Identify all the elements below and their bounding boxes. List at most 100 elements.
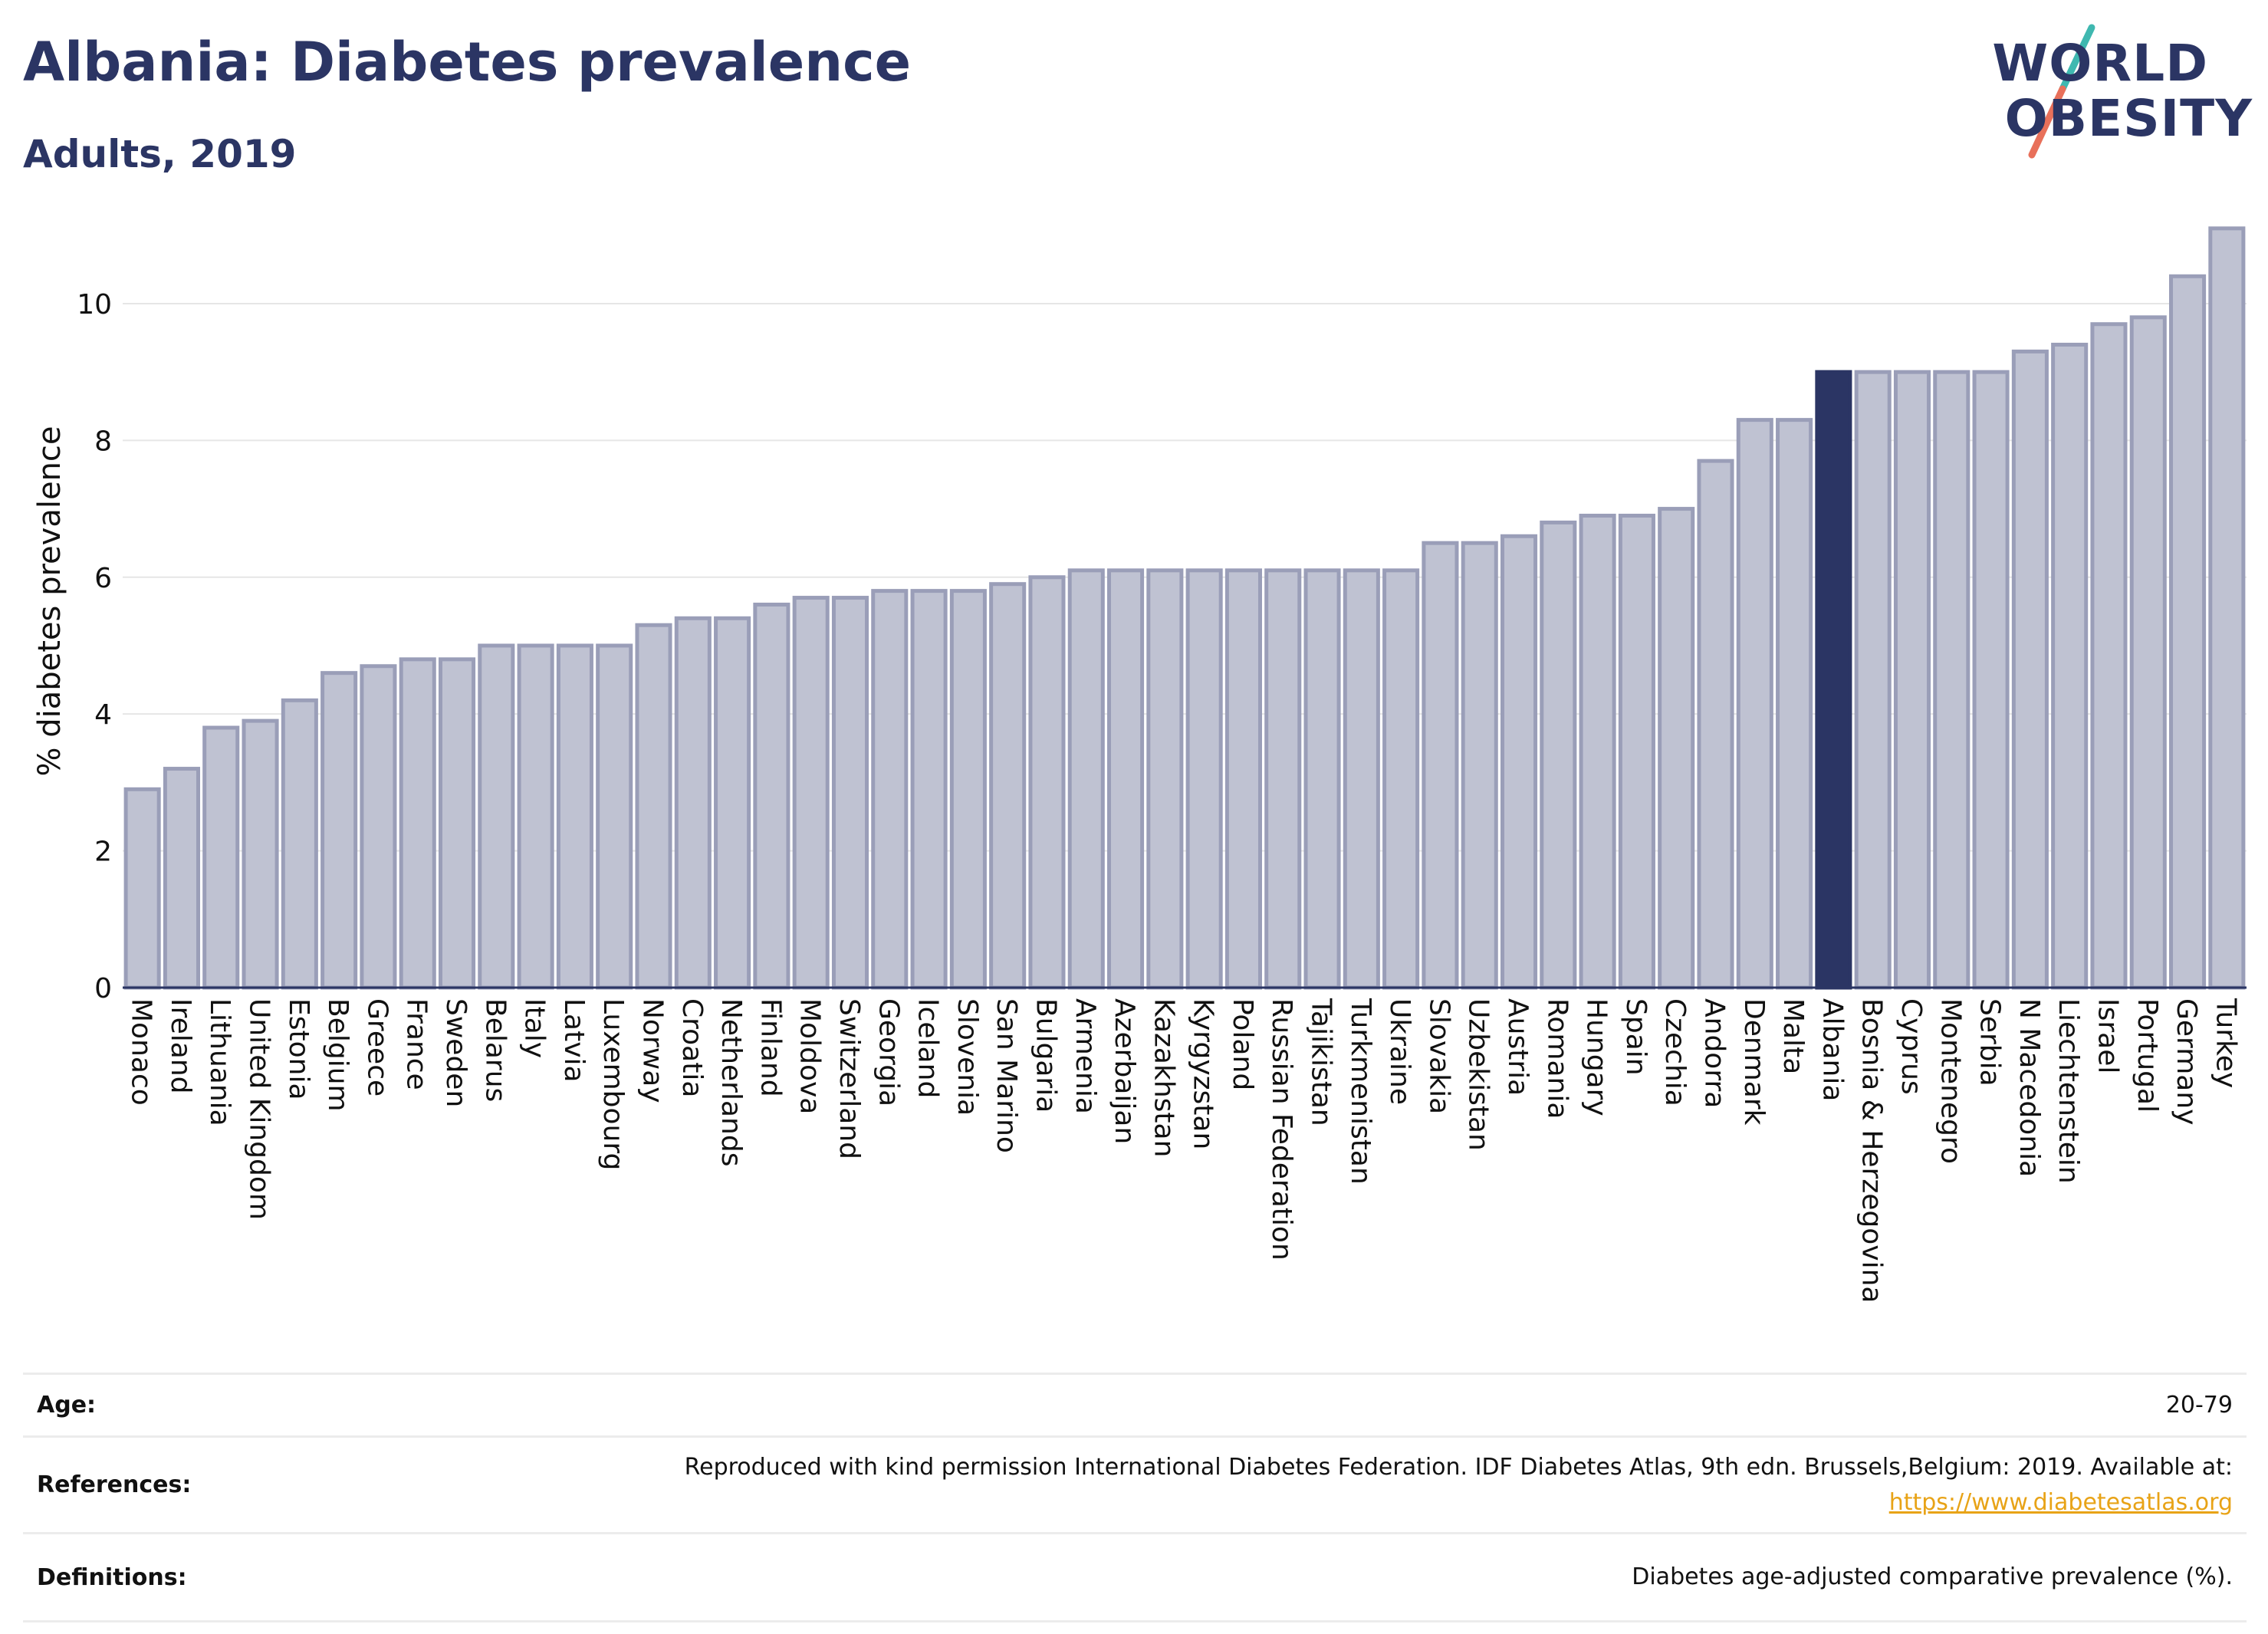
x-tick-label: Serbia	[1974, 998, 2006, 1087]
x-tick-label: Denmark	[1738, 998, 1770, 1126]
x-tick-label: Albania	[1816, 998, 1848, 1101]
x-tick-label: San Marino	[991, 998, 1022, 1153]
x-tick-label: Liechtenstein	[2053, 998, 2084, 1184]
bar-portugal[interactable]	[2129, 315, 2167, 990]
x-tick-label: Bosnia & Herzegovina	[1856, 998, 1888, 1303]
x-tick-label: Cyprus	[1895, 998, 1927, 1095]
x-tick-label: Montenegro	[1934, 998, 1966, 1164]
logo-text-line2: OBESITY	[2004, 89, 2253, 148]
bar-norway[interactable]	[635, 623, 672, 990]
bar-austria[interactable]	[1500, 534, 1538, 990]
x-tick-label: Romania	[1541, 998, 1573, 1119]
bar-kyrgyzstan[interactable]	[1185, 568, 1223, 990]
bar-uzbekistan[interactable]	[1461, 541, 1498, 990]
bar-estonia[interactable]	[281, 698, 318, 990]
x-tick-label: Andorra	[1699, 998, 1731, 1108]
bar-montenegro[interactable]	[1933, 370, 1971, 990]
bar-netherlands[interactable]	[714, 616, 751, 990]
bar-switzerland[interactable]	[831, 596, 869, 990]
bar-hungary[interactable]	[1579, 513, 1616, 990]
bar-italy[interactable]	[517, 643, 554, 990]
y-tick-label: 10	[77, 289, 112, 321]
bar-spain[interactable]	[1618, 513, 1655, 990]
bar-israel[interactable]	[2090, 322, 2128, 990]
x-tick-label: Ukraine	[1384, 998, 1415, 1105]
bar-greece[interactable]	[360, 664, 397, 990]
bar-ukraine[interactable]	[1382, 568, 1420, 990]
bar-croatia[interactable]	[674, 616, 712, 990]
definitions-label: Definitions:	[37, 1563, 187, 1591]
chart-title: Albania: Diabetes prevalence	[23, 31, 912, 94]
bar-denmark[interactable]	[1736, 418, 1773, 990]
x-tick-label: United Kingdom	[244, 998, 275, 1220]
y-tick-label: 0	[94, 973, 112, 1004]
bar-malta[interactable]	[1776, 418, 1813, 990]
x-tick-label: N Macedonia	[2013, 998, 2045, 1177]
x-tick-label: Estonia	[283, 998, 314, 1100]
bar-monaco[interactable]	[123, 787, 161, 990]
bar-germany[interactable]	[2169, 274, 2207, 990]
bar-liechtenstein[interactable]	[2051, 342, 2089, 990]
bar-turkey[interactable]	[2208, 226, 2246, 990]
meta-row-references: References: Reproduced with kind permiss…	[23, 1435, 2247, 1532]
bar-sweden[interactable]	[438, 657, 476, 990]
bar-albania[interactable]	[1815, 370, 1852, 990]
bar-andorra[interactable]	[1697, 459, 1734, 990]
x-tick-label: Kazakhstan	[1148, 998, 1179, 1157]
meta-row-age: Age: 20-79	[23, 1373, 2247, 1435]
bar-russian-federation[interactable]	[1264, 568, 1302, 990]
x-tick-label: Turkmenistan	[1345, 998, 1376, 1185]
x-tick-label: Austria	[1502, 998, 1533, 1096]
logo-slash-icon	[2028, 24, 2095, 159]
bar-moldova[interactable]	[792, 596, 830, 990]
bar-turkmenistan[interactable]	[1343, 568, 1380, 990]
bar-romania[interactable]	[1540, 520, 1577, 990]
x-tick-label: Slovenia	[952, 998, 983, 1116]
bar-san-marino[interactable]	[989, 582, 1027, 990]
x-tick-label: Norway	[637, 998, 669, 1103]
bar-tajikistan[interactable]	[1303, 568, 1341, 990]
x-tick-label: Armenia	[1070, 998, 1101, 1114]
x-tick-label: France	[401, 998, 432, 1090]
x-tick-label: Latvia	[558, 998, 590, 1083]
chart-metadata-table: Age: 20-79 References: Reproduced with k…	[23, 1373, 2247, 1622]
x-tick-label: Moldova	[794, 998, 826, 1114]
x-tick-label: Netherlands	[715, 998, 747, 1166]
bar-ireland[interactable]	[163, 767, 200, 990]
definitions-value: Diabetes age-adjusted comparative preval…	[1632, 1563, 2233, 1590]
bar-latvia[interactable]	[556, 643, 593, 990]
bar-azerbaijan[interactable]	[1107, 568, 1145, 990]
y-axis-title: % diabetes prevalence	[32, 426, 67, 776]
bar-iceland[interactable]	[910, 589, 948, 990]
x-tick-label: Poland	[1227, 998, 1258, 1090]
bar-georgia[interactable]	[871, 589, 909, 990]
references-text: Reproduced with kind permission Internat…	[684, 1453, 2233, 1481]
references-link[interactable]: https://www.diabetesatlas.org	[1888, 1488, 2233, 1516]
x-tick-label: Monaco	[126, 998, 157, 1106]
bar-slovakia[interactable]	[1422, 541, 1459, 990]
bar-luxembourg[interactable]	[596, 643, 633, 990]
bar-n-macedonia[interactable]	[2011, 349, 2049, 990]
bar-france[interactable]	[399, 657, 436, 990]
bar-cyprus[interactable]	[1893, 370, 1931, 990]
y-tick-label: 2	[94, 837, 112, 868]
y-tick-label: 4	[94, 699, 112, 731]
bar-armenia[interactable]	[1067, 568, 1105, 990]
bar-lithuania[interactable]	[202, 725, 240, 990]
bar-poland[interactable]	[1224, 568, 1262, 990]
bar-united-kingdom[interactable]	[242, 718, 279, 990]
bar-bosnia-herzegovina[interactable]	[1854, 370, 1892, 990]
bar-belgium[interactable]	[320, 671, 358, 990]
x-tick-label: Iceland	[912, 998, 944, 1098]
bar-kazakhstan[interactable]	[1146, 568, 1184, 990]
bar-bulgaria[interactable]	[1028, 575, 1066, 990]
bar-finland[interactable]	[753, 602, 791, 990]
bar-slovenia[interactable]	[949, 589, 987, 990]
x-tick-label: Hungary	[1581, 998, 1612, 1116]
x-tick-label: Azerbaijan	[1109, 998, 1140, 1144]
bar-czechia[interactable]	[1658, 507, 1695, 990]
bar-belarus[interactable]	[478, 643, 515, 990]
age-value: 20-79	[2165, 1391, 2233, 1419]
bar-serbia[interactable]	[1972, 370, 2010, 990]
x-tick-label: Belgium	[322, 998, 353, 1112]
